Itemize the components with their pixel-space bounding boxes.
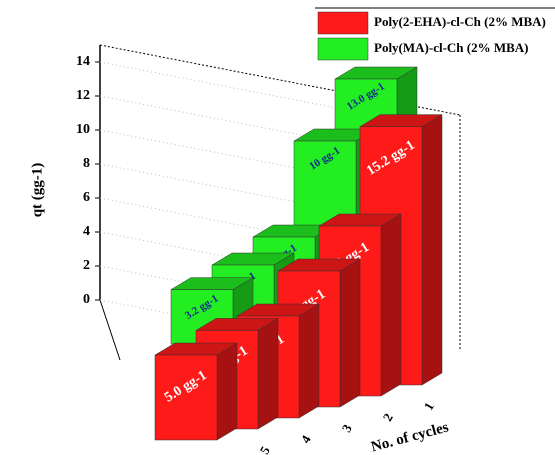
y-tick-label: 4 xyxy=(83,224,90,239)
legend-label: Poly(MA)-cl-Ch (2% MBA) xyxy=(374,40,529,55)
legend-swatch xyxy=(317,37,369,61)
x-tick-label: 3 xyxy=(339,421,355,435)
y-tick-label: 0 xyxy=(83,292,90,307)
bar-side xyxy=(421,114,443,386)
x-tick-label: 2 xyxy=(380,411,396,424)
y-axis-title: qt (gg-1) xyxy=(29,163,45,218)
bar xyxy=(154,354,218,441)
legend: Poly(2-EHA)-cl-Ch (2% MBA) Poly(MA)-cl-Ch… xyxy=(315,7,555,61)
y-tick-label: 10 xyxy=(76,122,90,137)
bar-side xyxy=(257,317,279,430)
y-tick-label: 14 xyxy=(76,54,90,69)
y-tick-label: 6 xyxy=(83,190,90,205)
bar-side xyxy=(298,303,320,419)
floor-edge xyxy=(99,299,121,361)
bar-side xyxy=(380,213,402,397)
legend-swatch xyxy=(317,11,369,35)
y-tick-label: 2 xyxy=(83,258,90,273)
legend-label: Poly(2-EHA)-cl-Ch (2% MBA) xyxy=(374,14,546,29)
bar-side xyxy=(216,342,238,441)
y-tick-label: 12 xyxy=(76,88,90,103)
x-tick-label: 1 xyxy=(421,400,437,413)
bar-side xyxy=(339,258,361,408)
x-tick-label: 5 xyxy=(257,443,273,455)
x-axis-title: No. of cycles xyxy=(369,419,450,455)
x-tick-label: 4 xyxy=(298,432,314,446)
y-tick-label: 8 xyxy=(83,156,90,171)
